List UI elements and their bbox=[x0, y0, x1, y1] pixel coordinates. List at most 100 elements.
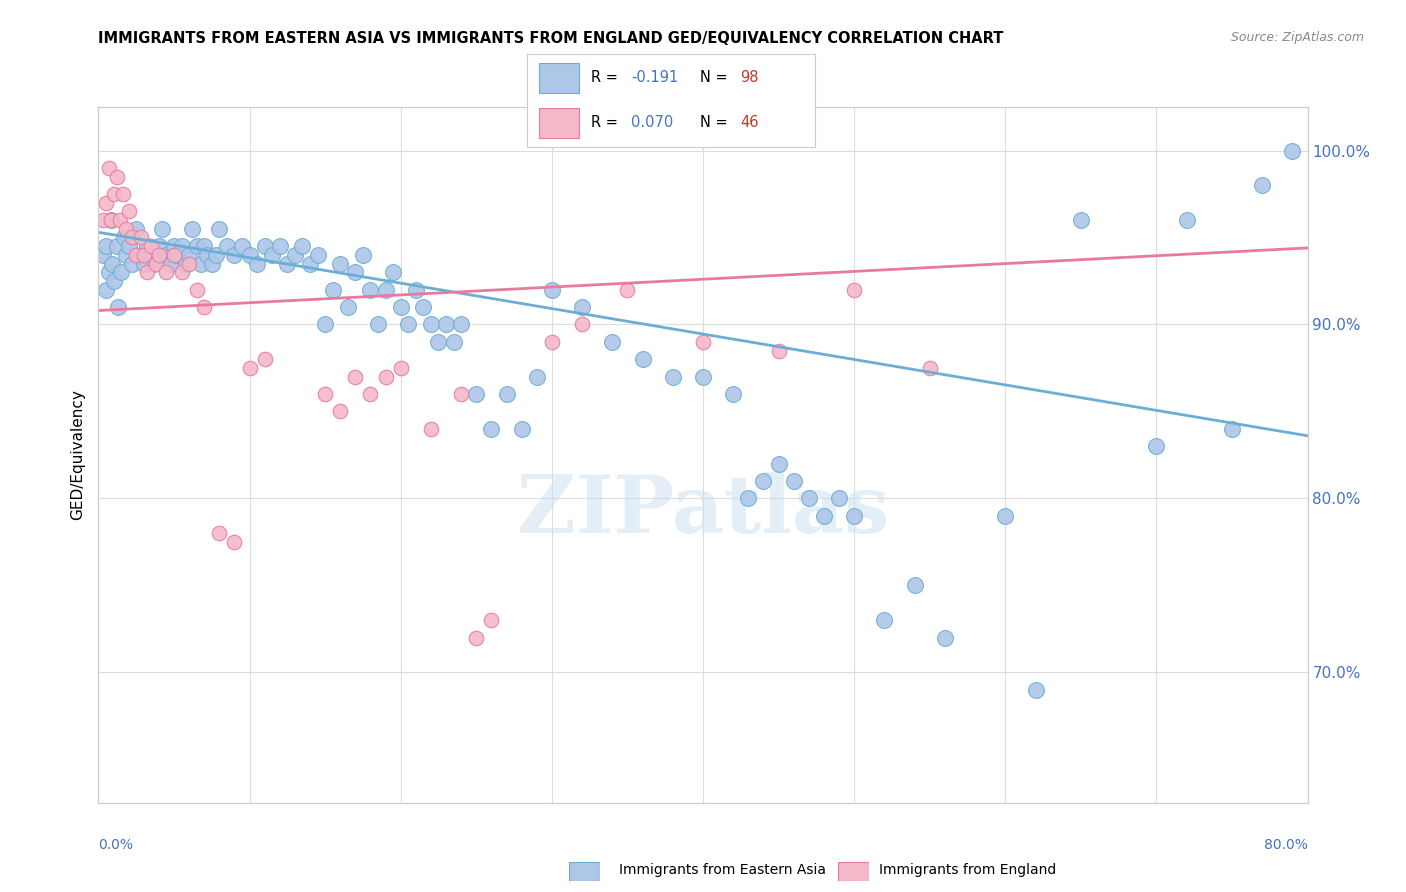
Point bbox=[246, 256, 269, 270]
Point bbox=[495, 387, 517, 401]
Point bbox=[181, 222, 204, 236]
Text: Immigrants from England: Immigrants from England bbox=[879, 863, 1056, 877]
Point bbox=[329, 404, 352, 418]
Point bbox=[692, 334, 714, 349]
Point bbox=[828, 491, 851, 506]
Point bbox=[94, 283, 117, 297]
FancyBboxPatch shape bbox=[538, 108, 579, 138]
Point bbox=[374, 369, 396, 384]
Point bbox=[179, 248, 201, 262]
Point bbox=[100, 213, 122, 227]
Text: 0.0%: 0.0% bbox=[98, 838, 134, 853]
Point bbox=[193, 300, 215, 314]
Point bbox=[129, 248, 152, 262]
Point bbox=[132, 248, 155, 262]
Point bbox=[602, 334, 624, 349]
Point bbox=[125, 222, 148, 236]
Point bbox=[276, 256, 298, 270]
Point bbox=[813, 508, 835, 523]
Point bbox=[540, 283, 562, 297]
Point bbox=[114, 248, 136, 262]
Point bbox=[150, 222, 173, 236]
Point bbox=[1024, 682, 1046, 697]
Point bbox=[918, 360, 941, 375]
Point bbox=[121, 256, 143, 270]
Point bbox=[752, 474, 775, 488]
Point bbox=[132, 256, 155, 270]
Point bbox=[208, 222, 231, 236]
Point bbox=[284, 248, 307, 262]
Point bbox=[420, 422, 443, 436]
Text: R =: R = bbox=[591, 70, 623, 85]
Point bbox=[405, 283, 427, 297]
Point bbox=[145, 256, 167, 270]
Point bbox=[110, 265, 132, 279]
Point bbox=[101, 256, 124, 270]
Point bbox=[94, 239, 117, 253]
Text: 0.070: 0.070 bbox=[631, 115, 673, 130]
Point bbox=[844, 508, 866, 523]
Point bbox=[631, 352, 654, 367]
Text: R =: R = bbox=[591, 115, 623, 130]
Point bbox=[465, 631, 488, 645]
Point bbox=[526, 369, 548, 384]
Point bbox=[125, 248, 148, 262]
Point bbox=[382, 265, 405, 279]
Point bbox=[768, 343, 790, 358]
Point bbox=[412, 300, 434, 314]
Point bbox=[170, 265, 193, 279]
Point bbox=[166, 248, 188, 262]
Point bbox=[307, 248, 329, 262]
Point bbox=[616, 283, 638, 297]
Point bbox=[108, 213, 131, 227]
Point bbox=[190, 256, 212, 270]
Point bbox=[427, 334, 450, 349]
Point bbox=[107, 300, 129, 314]
Point bbox=[253, 239, 276, 253]
Point bbox=[336, 300, 359, 314]
Point bbox=[98, 265, 121, 279]
Point bbox=[239, 248, 262, 262]
Point bbox=[481, 422, 503, 436]
Point bbox=[662, 369, 685, 384]
Point bbox=[783, 474, 806, 488]
Point bbox=[434, 318, 457, 332]
Point bbox=[135, 239, 157, 253]
Point bbox=[186, 283, 208, 297]
Text: Immigrants from Eastern Asia: Immigrants from Eastern Asia bbox=[619, 863, 825, 877]
Point bbox=[224, 248, 246, 262]
Point bbox=[205, 248, 228, 262]
Point bbox=[1070, 213, 1092, 227]
Text: N =: N = bbox=[700, 70, 733, 85]
Point bbox=[934, 631, 956, 645]
Y-axis label: GED/Equivalency: GED/Equivalency bbox=[70, 390, 86, 520]
Point bbox=[571, 300, 593, 314]
Point bbox=[262, 248, 284, 262]
Point bbox=[174, 256, 197, 270]
Point bbox=[239, 360, 262, 375]
Point bbox=[571, 318, 593, 332]
Point bbox=[155, 265, 177, 279]
Text: 46: 46 bbox=[741, 115, 759, 130]
Point bbox=[269, 239, 291, 253]
Point bbox=[111, 187, 134, 202]
Point bbox=[201, 256, 224, 270]
Point bbox=[103, 274, 125, 288]
Point bbox=[465, 387, 488, 401]
Point bbox=[360, 283, 382, 297]
Point bbox=[141, 239, 163, 253]
Point bbox=[105, 169, 128, 184]
Point bbox=[1251, 178, 1274, 193]
Point bbox=[1144, 439, 1167, 453]
Point bbox=[215, 239, 238, 253]
Text: -0.191: -0.191 bbox=[631, 70, 678, 85]
Point bbox=[148, 248, 170, 262]
Point bbox=[208, 526, 231, 541]
Point bbox=[105, 239, 128, 253]
Text: 98: 98 bbox=[741, 70, 759, 85]
Point bbox=[873, 613, 896, 627]
Point bbox=[797, 491, 820, 506]
Text: ZIPatlas: ZIPatlas bbox=[517, 472, 889, 549]
Point bbox=[163, 248, 186, 262]
Point bbox=[179, 256, 201, 270]
